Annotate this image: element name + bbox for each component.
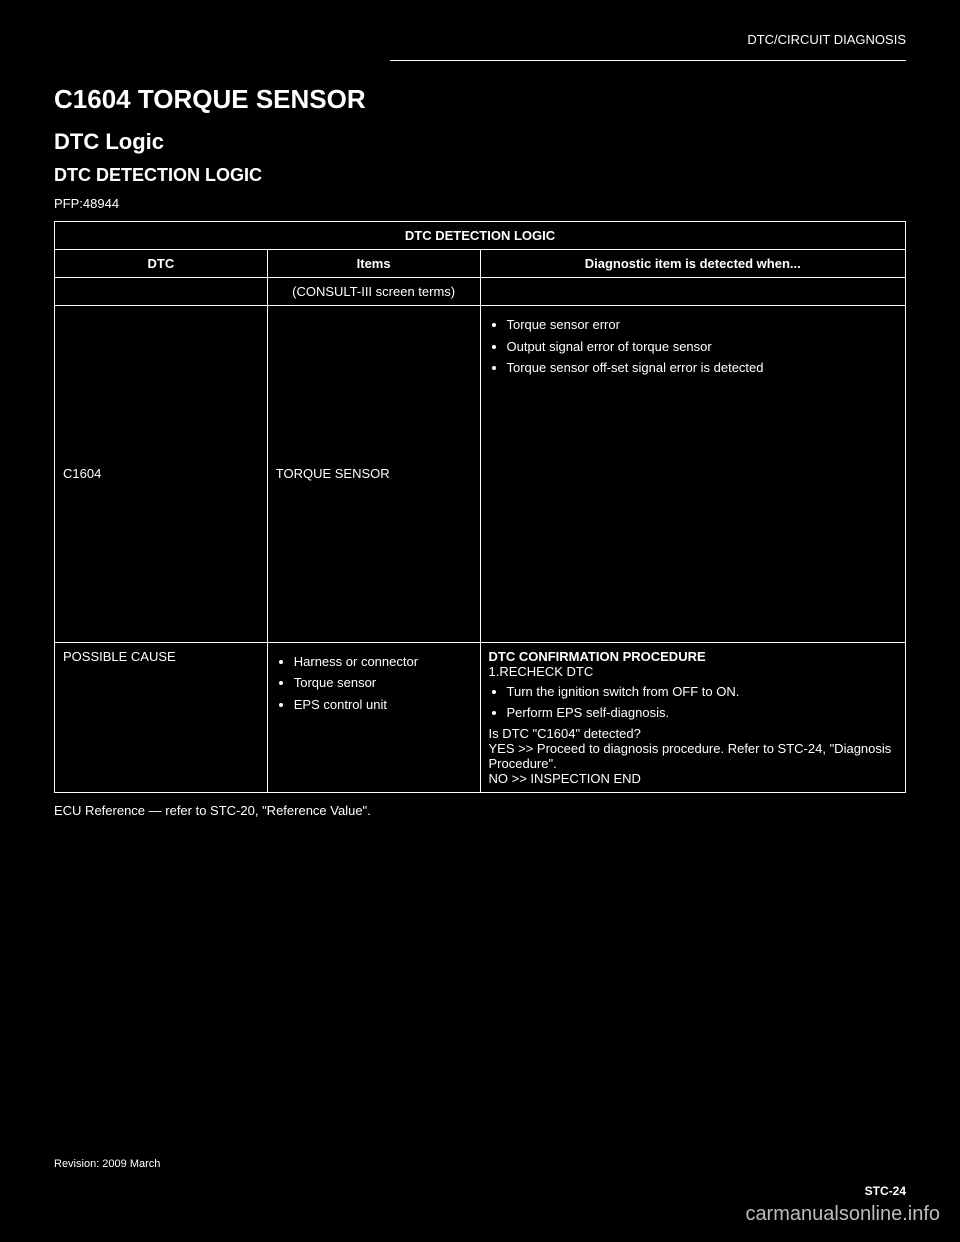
confirm-no: NO >> INSPECTION END xyxy=(489,771,641,786)
detected-list: Torque sensor error Output signal error … xyxy=(489,316,898,377)
cell-causes: Harness or connector Torque sensor EPS c… xyxy=(267,642,480,792)
table-row: POSSIBLE CAUSE Harness or connector Torq… xyxy=(55,642,906,792)
causes-list: Harness or connector Torque sensor EPS c… xyxy=(276,653,472,714)
section-detectlogic: DTC DETECTION LOGIC xyxy=(54,165,906,186)
list-item: Harness or connector xyxy=(294,653,472,671)
dtc-table: DTC DETECTION LOGIC DTC Items Diagnostic… xyxy=(54,221,906,793)
confirm-steps-title: 1.RECHECK DTC xyxy=(489,664,594,679)
watermark: carmanualsonline.info xyxy=(745,1203,940,1226)
confirm-q: Is DTC "C1604" detected? xyxy=(489,726,641,741)
revision-tag: Revision: 2009 March xyxy=(54,1158,160,1170)
page-title: C1604 TORQUE SENSOR xyxy=(54,84,906,115)
cell-detected: Torque sensor error Output signal error … xyxy=(480,306,906,643)
list-item: Turn the ignition switch from OFF to ON. xyxy=(507,683,898,701)
table-title: DTC DETECTION LOGIC xyxy=(55,222,906,250)
table-title-row: DTC DETECTION LOGIC xyxy=(55,222,906,250)
section-dtclogic: DTC Logic xyxy=(54,129,906,155)
list-item: Torque sensor off-set signal error is de… xyxy=(507,359,898,377)
col-dtc: DTC xyxy=(55,250,268,278)
col-sub-2 xyxy=(480,278,906,306)
ecu-note: ECU Reference — refer to STC-20, "Refere… xyxy=(54,803,906,818)
header-rule xyxy=(390,60,906,61)
col-sub-0 xyxy=(55,278,268,306)
cell-dtc: C1604 xyxy=(55,306,268,643)
col-detected: Diagnostic item is detected when... xyxy=(480,250,906,278)
confirm-steps-list: Turn the ignition switch from OFF to ON.… xyxy=(489,683,898,722)
confirm-yes: YES >> Proceed to diagnosis procedure. R… xyxy=(489,741,892,771)
pfp-code: PFP:48944 xyxy=(54,196,906,211)
col-sub-1: (CONSULT-III screen terms) xyxy=(267,278,480,306)
list-item: Perform EPS self-diagnosis. xyxy=(507,704,898,722)
list-item: EPS control unit xyxy=(294,696,472,714)
list-item: Torque sensor error xyxy=(507,316,898,334)
header-system-line: DTC/CIRCUIT DIAGNOSIS xyxy=(747,32,906,47)
confirm-header: DTC CONFIRMATION PROCEDURE xyxy=(489,649,706,664)
list-item: Output signal error of torque sensor xyxy=(507,338,898,356)
table-subheader-row: (CONSULT-III screen terms) xyxy=(55,278,906,306)
col-items: Items xyxy=(267,250,480,278)
table-header-row: DTC Items Diagnostic item is detected wh… xyxy=(55,250,906,278)
list-item: Torque sensor xyxy=(294,674,472,692)
table-row: C1604 TORQUE SENSOR Torque sensor error … xyxy=(55,306,906,643)
cell-item: TORQUE SENSOR xyxy=(267,306,480,643)
cell-causes-header: POSSIBLE CAUSE xyxy=(55,642,268,792)
page-number: STC-24 xyxy=(865,1184,906,1198)
cell-confirm: DTC CONFIRMATION PROCEDURE 1.RECHECK DTC… xyxy=(480,642,906,792)
